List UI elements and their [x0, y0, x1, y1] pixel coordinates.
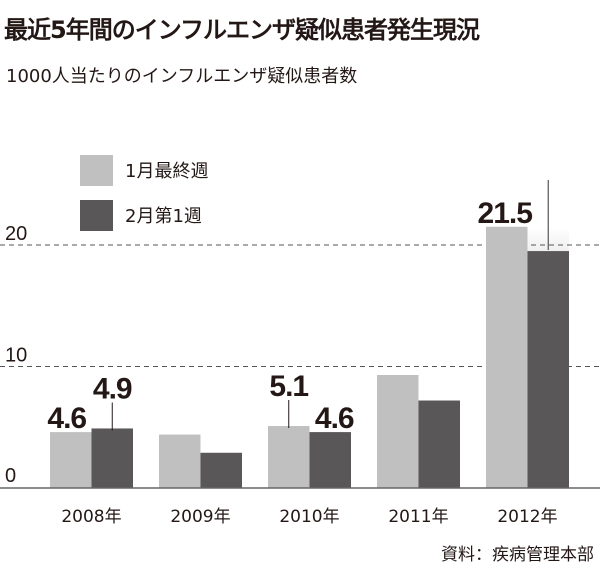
bar	[159, 434, 201, 488]
x-tick-label: 2009年	[170, 507, 230, 527]
data-label: 4.6	[47, 402, 86, 435]
y-tick-label: 0	[5, 465, 16, 487]
data-label: 21.5	[478, 197, 533, 230]
x-tick-label: 2008年	[61, 507, 121, 527]
bar	[91, 428, 133, 488]
legend-swatch	[80, 200, 113, 231]
bar	[309, 432, 351, 488]
data-label: 5.1	[269, 370, 308, 403]
legend-label: 1月最終週	[125, 161, 208, 182]
bar	[200, 452, 242, 488]
data-label: 4.9	[93, 372, 132, 405]
data-label: 4.6	[315, 402, 354, 435]
bar	[268, 426, 310, 488]
legend-label: 2月第1週	[125, 206, 202, 227]
bar	[486, 226, 528, 488]
y-tick-label: 20	[5, 223, 27, 245]
legend-swatch	[80, 155, 113, 186]
x-tick-label: 2010年	[279, 507, 339, 527]
bar	[377, 375, 419, 488]
source-note: 資料：疾病管理本部	[441, 545, 594, 565]
bar	[527, 251, 569, 488]
y-tick-label: 10	[5, 345, 27, 367]
chart-subtitle: 1000人当たりのインフルエンザ疑似患者数	[6, 66, 358, 87]
x-tick-label: 2011年	[388, 507, 448, 527]
bar	[418, 400, 460, 488]
x-tick-label: 2012年	[497, 507, 557, 527]
bar	[50, 432, 92, 488]
chart-title: 最近5年間のインフルエンザ疑似患者発生現況	[4, 16, 480, 44]
